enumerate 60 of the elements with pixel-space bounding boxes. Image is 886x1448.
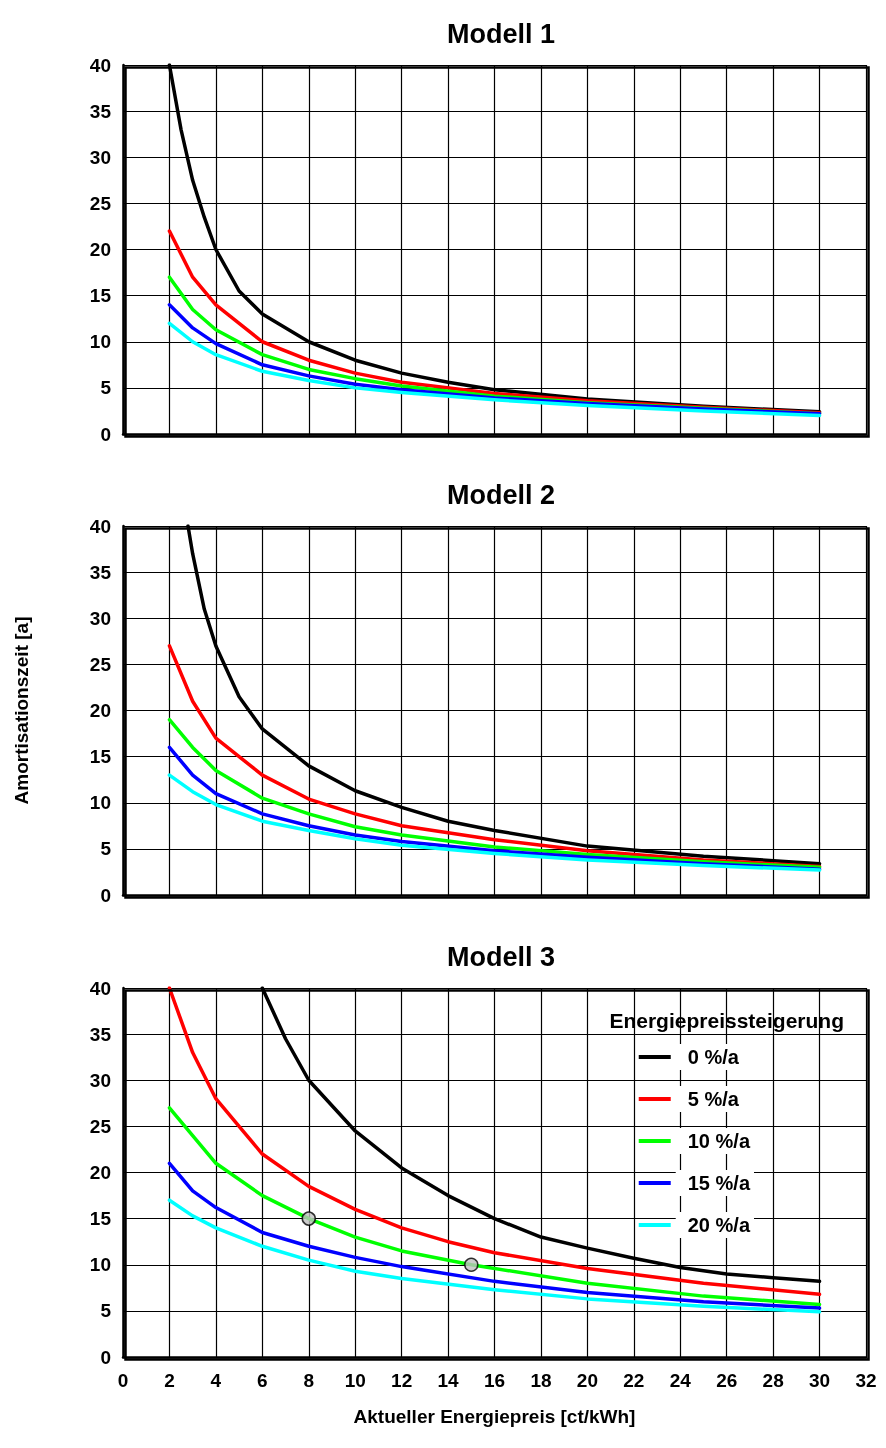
y-tick-label: 15 <box>89 746 112 768</box>
y-tick-label: 20 <box>89 1162 111 1183</box>
x-tick-label: 8 <box>303 1370 315 1391</box>
x-tick-label: 10 <box>344 1370 366 1391</box>
legend-label: 0 %/a <box>687 1046 740 1068</box>
y-tick-label: 30 <box>89 607 111 629</box>
y-tick-label: 0 <box>100 423 111 445</box>
y-tick-label: 30 <box>89 146 111 168</box>
y-tick-label: 25 <box>89 653 112 675</box>
y-tick-label: 35 <box>89 561 112 583</box>
x-axis-title: Aktueller Energiepreis [ct/kWh] <box>353 1406 636 1427</box>
x-tick-label: 28 <box>762 1370 784 1391</box>
x-tick-label: 22 <box>623 1370 645 1391</box>
line-series <box>167 717 822 870</box>
y-tick-label: 40 <box>89 515 111 537</box>
y-tick-label: 5 <box>100 1300 112 1322</box>
y-tick-label: 20 <box>89 239 111 260</box>
x-tick-label: 32 <box>855 1370 877 1391</box>
x-tick-label: 0 <box>117 1370 129 1391</box>
legend-label: 15 %/a <box>687 1172 751 1194</box>
y-tick-label: 30 <box>89 1069 111 1091</box>
legend-label: 5 %/a <box>687 1088 740 1110</box>
y-tick-label: 10 <box>89 792 111 814</box>
y-tick-label: 35 <box>89 1023 112 1045</box>
y-tick-label: 5 <box>100 377 112 399</box>
y-tick-label: 20 <box>89 700 111 721</box>
line-series <box>167 321 822 418</box>
x-tick-label: 26 <box>716 1370 738 1391</box>
y-tick-label: 0 <box>100 884 111 906</box>
y-tick-label: 5 <box>100 838 112 860</box>
y-tick-label: 10 <box>89 1254 111 1276</box>
line-series <box>167 773 822 872</box>
y-tick-label: 35 <box>89 100 112 122</box>
line-series <box>167 1161 822 1310</box>
y-tick-label: 15 <box>89 285 112 307</box>
legend-label: 10 %/a <box>687 1130 751 1152</box>
y-tick-label: 40 <box>89 977 111 999</box>
y-tick-label: 25 <box>89 1115 112 1137</box>
y-tick-label: 25 <box>89 192 112 214</box>
x-tick-label: 30 <box>808 1370 831 1391</box>
chart-title: Modell 3 <box>446 941 556 972</box>
x-tick-label: 18 <box>530 1370 552 1391</box>
x-tick-label: 2 <box>164 1370 175 1391</box>
y-axis-title: Amortisationszeit [a] <box>11 616 32 805</box>
x-tick-label: 16 <box>483 1370 506 1391</box>
y-tick-label: 10 <box>89 331 111 353</box>
x-tick-label: 24 <box>669 1370 692 1391</box>
x-tick-label: 14 <box>437 1370 460 1391</box>
x-tick-label: 12 <box>391 1370 413 1391</box>
legend-label: 20 %/a <box>687 1214 751 1236</box>
chart-title: Modell 1 <box>446 18 556 49</box>
line-series <box>167 1106 822 1307</box>
chart-title: Modell 2 <box>446 479 556 510</box>
x-tick-label: 20 <box>576 1370 598 1391</box>
x-tick-label: 6 <box>257 1370 268 1391</box>
x-tick-label: 4 <box>210 1370 222 1391</box>
y-tick-label: 40 <box>89 54 111 76</box>
line-series <box>167 1198 822 1314</box>
y-tick-label: 0 <box>100 1346 111 1368</box>
y-tick-label: 15 <box>89 1208 112 1230</box>
